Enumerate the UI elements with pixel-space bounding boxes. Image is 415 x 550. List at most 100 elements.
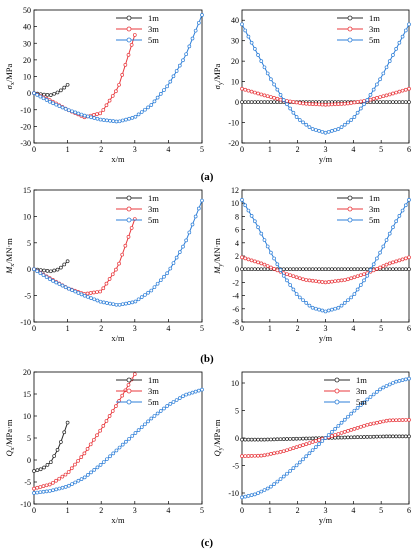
data-point bbox=[127, 301, 131, 305]
data-point bbox=[400, 418, 405, 422]
x-tick-label: 5 bbox=[200, 145, 204, 154]
data-point bbox=[320, 129, 325, 134]
data-point bbox=[114, 448, 119, 453]
data-point bbox=[52, 454, 57, 458]
data-point bbox=[65, 259, 70, 264]
data-point bbox=[349, 276, 354, 281]
data-point bbox=[54, 102, 59, 107]
data-point bbox=[133, 431, 138, 435]
data-point bbox=[371, 392, 376, 397]
data-point bbox=[243, 28, 248, 33]
y-axis-label: σy/MPa bbox=[212, 63, 224, 89]
data-point bbox=[52, 268, 57, 273]
data-point bbox=[304, 122, 309, 127]
data-point bbox=[400, 88, 405, 93]
data-point bbox=[285, 102, 289, 107]
data-point bbox=[403, 418, 408, 422]
data-point bbox=[394, 219, 398, 224]
data-point bbox=[400, 100, 405, 104]
data-point bbox=[294, 267, 299, 272]
data-point bbox=[391, 260, 395, 265]
data-point bbox=[136, 428, 141, 432]
data-point bbox=[358, 273, 363, 278]
data-point bbox=[272, 451, 276, 456]
data-point bbox=[120, 442, 125, 447]
data-point bbox=[336, 267, 341, 272]
data-point bbox=[397, 214, 402, 218]
series-1m bbox=[240, 267, 411, 272]
data-point bbox=[378, 95, 382, 99]
legend-marker bbox=[334, 377, 340, 383]
data-point bbox=[365, 273, 370, 278]
data-point bbox=[397, 258, 402, 263]
data-point bbox=[265, 486, 270, 491]
data-point bbox=[291, 466, 296, 470]
data-point bbox=[240, 100, 244, 104]
data-point bbox=[378, 77, 382, 82]
data-point bbox=[89, 296, 93, 300]
data-point bbox=[310, 440, 315, 444]
data-point bbox=[375, 420, 379, 425]
data-point bbox=[105, 118, 109, 123]
x-axis-label: x/m bbox=[111, 333, 125, 343]
data-point bbox=[391, 267, 395, 272]
x-tick-label: 1 bbox=[268, 145, 272, 154]
data-point bbox=[391, 418, 395, 423]
data-point bbox=[243, 256, 248, 261]
data-point bbox=[76, 458, 80, 463]
y-axis-label: σx/MPa bbox=[4, 63, 16, 89]
y-axis-label: My/MN·m bbox=[212, 238, 224, 275]
data-point bbox=[114, 119, 119, 124]
data-point bbox=[98, 289, 103, 294]
data-point bbox=[394, 267, 398, 272]
data-point bbox=[387, 261, 392, 266]
data-point bbox=[352, 408, 357, 413]
data-point bbox=[110, 409, 115, 413]
data-point bbox=[371, 100, 376, 104]
data-point bbox=[98, 428, 103, 433]
data-point bbox=[110, 272, 115, 277]
x-tick-label: 3 bbox=[133, 145, 137, 154]
y-axis-label: Qy/MPa·m bbox=[212, 419, 224, 456]
data-point bbox=[394, 379, 398, 384]
data-point bbox=[272, 82, 276, 87]
data-point bbox=[323, 130, 328, 135]
plot-frame bbox=[241, 189, 410, 323]
data-point bbox=[114, 404, 118, 408]
x-tick-label: 4 bbox=[166, 324, 170, 333]
data-point bbox=[275, 87, 280, 92]
data-point bbox=[253, 219, 257, 224]
data-point bbox=[317, 129, 321, 133]
data-point bbox=[152, 285, 157, 290]
data-point bbox=[320, 102, 325, 107]
data-point bbox=[240, 267, 244, 272]
data-point bbox=[288, 267, 293, 272]
data-point bbox=[387, 434, 392, 439]
legend-marker bbox=[126, 206, 132, 212]
data-point bbox=[177, 63, 182, 68]
data-point bbox=[384, 384, 389, 388]
data-point bbox=[259, 267, 264, 272]
data-point bbox=[129, 226, 134, 230]
data-point bbox=[57, 476, 62, 481]
data-point bbox=[330, 307, 334, 312]
data-point bbox=[407, 267, 411, 272]
y-tick-label: -10 bbox=[228, 119, 239, 128]
data-point bbox=[291, 110, 296, 115]
data-point bbox=[240, 22, 244, 27]
data-point bbox=[85, 447, 90, 451]
data-point bbox=[32, 267, 36, 272]
data-point bbox=[79, 477, 84, 481]
data-point bbox=[42, 465, 46, 470]
data-point bbox=[101, 424, 106, 428]
data-point bbox=[253, 100, 257, 104]
data-point bbox=[346, 267, 350, 272]
data-point bbox=[362, 278, 366, 283]
legend-label: 3m bbox=[356, 386, 367, 396]
data-point bbox=[38, 490, 43, 495]
data-point bbox=[297, 295, 302, 300]
data-point bbox=[281, 437, 286, 441]
plot-frame bbox=[33, 9, 203, 144]
data-point bbox=[352, 115, 357, 119]
